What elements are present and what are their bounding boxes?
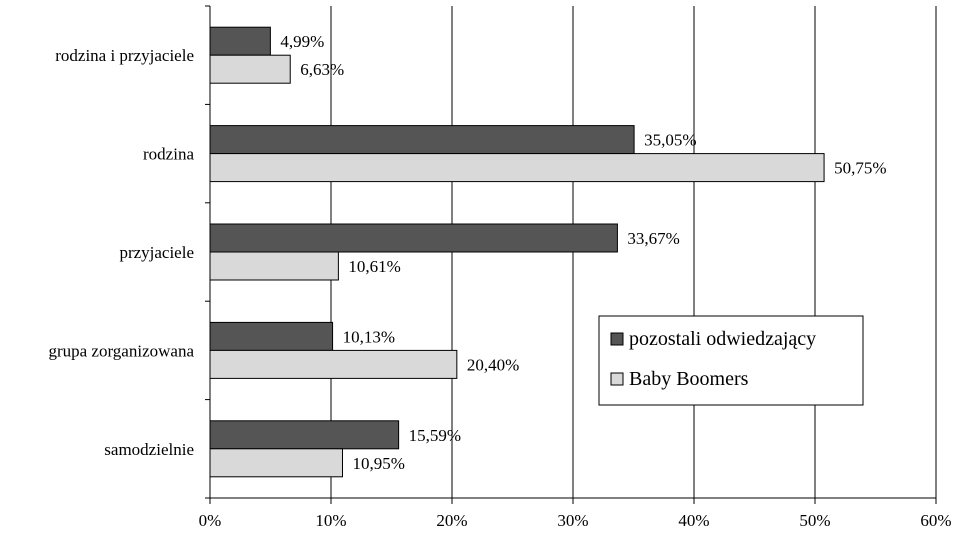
x-tick-label: 30%	[557, 511, 588, 530]
data-label: 50,75%	[834, 159, 886, 178]
labels: 0% 10% 20% 30% 40% 50% 60% rodzina i przyjaciel…	[48, 32, 951, 530]
x-tick-label: 60%	[920, 511, 951, 530]
bars	[209, 26, 825, 478]
bar-baby-boomers	[209, 54, 291, 84]
bar-pozostali	[209, 420, 400, 450]
data-label: 20,40%	[467, 355, 519, 374]
legend-label: pozostali odwiedzający	[629, 328, 816, 350]
x-tick-label: 10%	[315, 511, 346, 530]
bar-baby-boomers	[209, 153, 825, 183]
legend-swatch	[610, 372, 624, 386]
legend: pozostali odwiedzający Baby Boomers	[598, 315, 864, 406]
bar-pozostali	[209, 125, 635, 155]
bar-pozostali	[209, 26, 271, 56]
bar-baby-boomers	[209, 251, 339, 281]
category-label: samodzielnie	[104, 440, 194, 459]
data-label: 33,67%	[627, 229, 679, 248]
x-tick-label: 40%	[678, 511, 709, 530]
bar-pozostali	[209, 223, 618, 253]
category-label: grupa zorganizowana	[48, 341, 194, 360]
legend-swatch	[610, 332, 624, 346]
data-label: 10,13%	[343, 327, 395, 346]
category-label: przyjaciele	[119, 243, 194, 262]
data-label: 15,59%	[409, 426, 461, 445]
legend-label: Baby Boomers	[629, 368, 749, 390]
x-tick-label: 20%	[436, 511, 467, 530]
data-label: 6,63%	[300, 60, 344, 79]
category-label: rodzina	[143, 145, 194, 164]
legend-box	[598, 315, 864, 406]
data-label: 35,05%	[644, 131, 696, 150]
data-label: 10,95%	[352, 454, 404, 473]
axes	[205, 5, 937, 504]
bar-pozostali	[209, 321, 334, 351]
bar-baby-boomers	[209, 349, 458, 379]
category-label: rodzina i przyjaciele	[55, 46, 194, 65]
bar-baby-boomers	[209, 448, 343, 478]
x-tick-label: 50%	[799, 511, 830, 530]
x-tick-label: 0%	[199, 511, 222, 530]
data-label: 4,99%	[280, 32, 324, 51]
data-label: 10,61%	[348, 257, 400, 276]
